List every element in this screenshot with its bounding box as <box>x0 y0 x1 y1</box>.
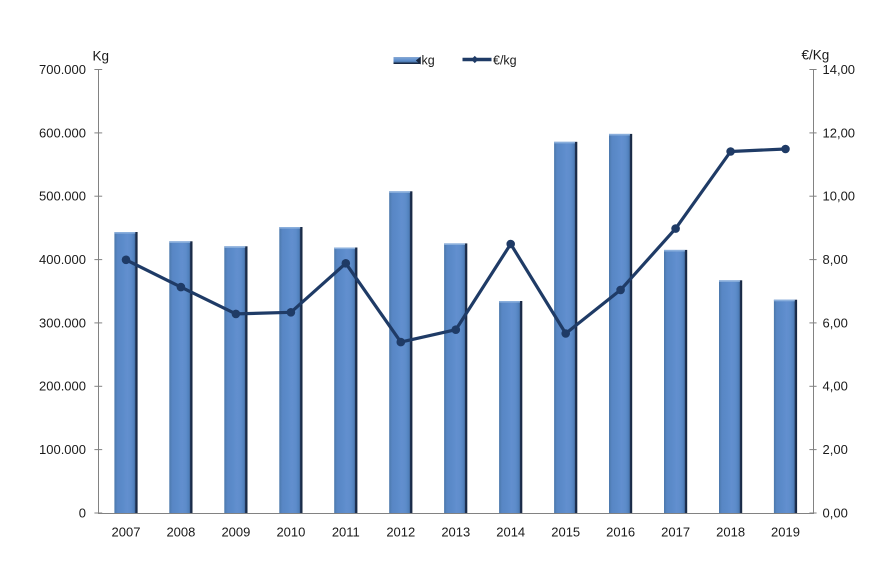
svg-text:€/kg: €/kg <box>493 54 517 68</box>
svg-text:10,00: 10,00 <box>823 189 856 204</box>
svg-text:2010: 2010 <box>276 525 305 540</box>
svg-text:700.000: 700.000 <box>39 62 86 77</box>
svg-text:2016: 2016 <box>606 525 635 540</box>
svg-text:2,00: 2,00 <box>823 442 848 457</box>
svg-text:200.000: 200.000 <box>39 379 86 394</box>
svg-text:2013: 2013 <box>441 525 470 540</box>
svg-text:2017: 2017 <box>661 525 690 540</box>
svg-text:300.000: 300.000 <box>39 315 86 330</box>
svg-text:4,00: 4,00 <box>823 379 848 394</box>
svg-text:400.000: 400.000 <box>39 252 86 267</box>
svg-text:kg: kg <box>422 54 435 68</box>
svg-text:2011: 2011 <box>332 525 360 540</box>
svg-text:2009: 2009 <box>221 525 250 540</box>
svg-text:8,00: 8,00 <box>823 252 848 267</box>
svg-text:2019: 2019 <box>771 525 800 540</box>
svg-text:2014: 2014 <box>496 525 525 540</box>
svg-text:500.000: 500.000 <box>39 189 86 204</box>
svg-text:2008: 2008 <box>166 525 195 540</box>
svg-text:2015: 2015 <box>551 525 580 540</box>
svg-text:6,00: 6,00 <box>823 315 848 330</box>
svg-text:600.000: 600.000 <box>39 125 86 140</box>
svg-text:100.000: 100.000 <box>39 442 86 457</box>
svg-text:2012: 2012 <box>386 525 415 540</box>
svg-text:Kg: Kg <box>93 49 110 64</box>
svg-text:2018: 2018 <box>716 525 745 540</box>
svg-text:€/Kg: €/Kg <box>802 48 830 63</box>
svg-text:12,00: 12,00 <box>823 125 856 140</box>
svg-text:2007: 2007 <box>112 525 141 540</box>
svg-text:0,00: 0,00 <box>823 505 848 520</box>
svg-text:14,00: 14,00 <box>823 62 856 77</box>
svg-text:0: 0 <box>79 505 86 520</box>
